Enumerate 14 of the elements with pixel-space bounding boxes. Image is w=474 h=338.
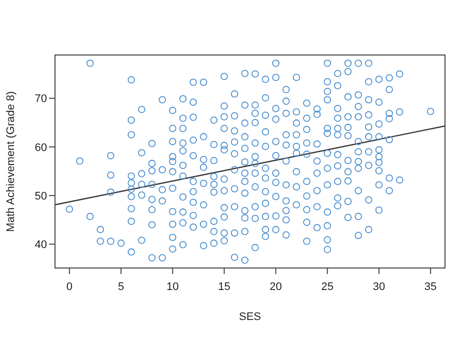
x-tick-label: 10: [166, 280, 179, 293]
x-tick-label: 25: [321, 280, 334, 293]
x-tick-label: 15: [218, 280, 230, 293]
y-tick-label: 70: [34, 93, 47, 106]
y-tick-label: 40: [34, 239, 47, 252]
x-tick-label: 20: [270, 280, 282, 293]
y-tick-label: 50: [34, 190, 47, 202]
x-tick-label: 0: [66, 280, 73, 293]
y-axis-title: Math Achievement (Grade 8): [4, 91, 17, 232]
x-tick-label: 30: [372, 280, 386, 293]
x-tick-label: 35: [424, 280, 437, 293]
y-tick-label: 60: [34, 142, 47, 154]
x-tick-label: 5: [118, 280, 124, 293]
x-axis-title: SES: [238, 311, 262, 323]
